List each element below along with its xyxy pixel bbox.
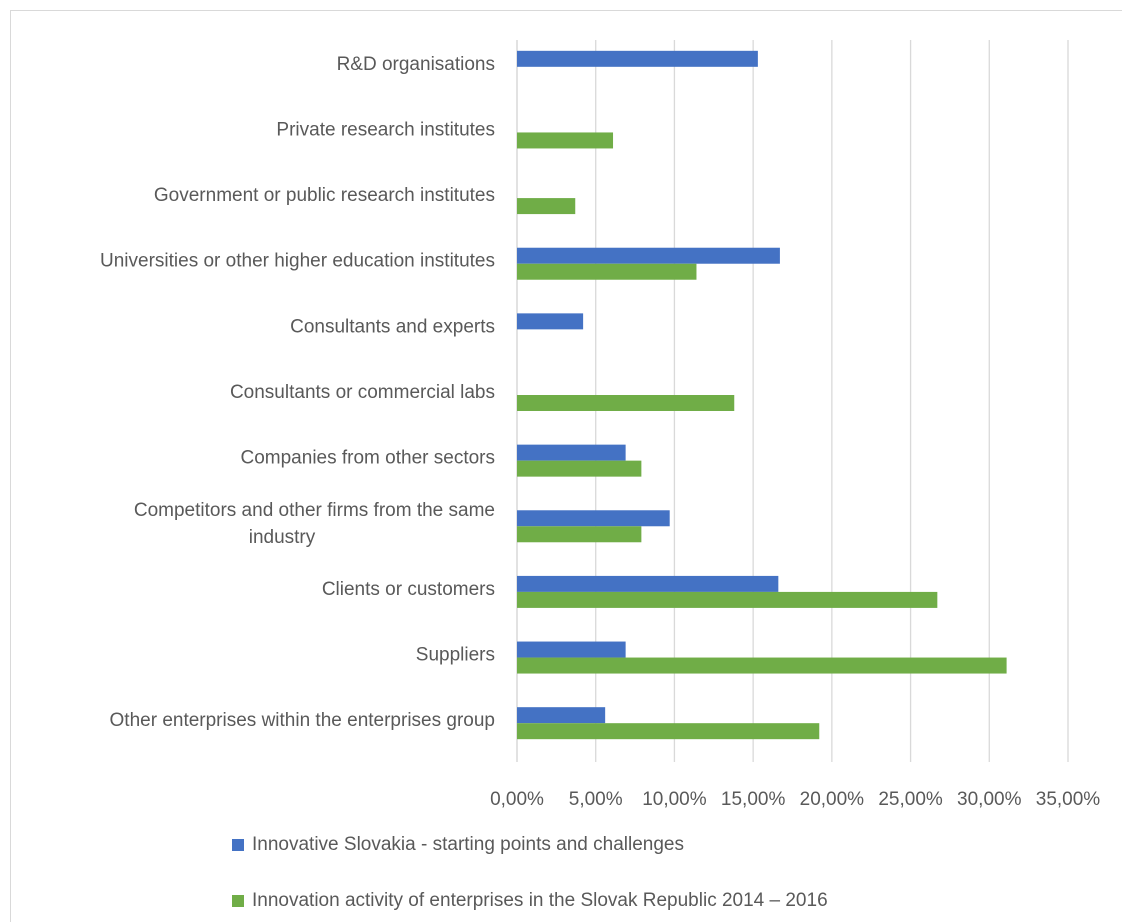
bar-series-2 <box>517 263 697 280</box>
bar-series-2 <box>517 198 576 215</box>
x-tick-label: 35,00% <box>1036 789 1101 810</box>
bar-series-2 <box>517 723 820 740</box>
x-tick-label: 30,00% <box>957 789 1022 810</box>
bar-series-1 <box>517 575 779 592</box>
bar-series-2 <box>517 657 1007 674</box>
bar-series-2 <box>517 526 642 543</box>
category-label: Competitors and other firms from the sam… <box>134 500 495 521</box>
chart-area <box>10 10 1122 922</box>
x-tick-label: 25,00% <box>878 789 943 810</box>
category-label: R&D organisations <box>337 54 495 75</box>
category-label: industry <box>249 527 316 548</box>
category-label: Suppliers <box>416 645 495 666</box>
x-tick-label: 0,00% <box>490 789 544 810</box>
legend-label-series-2: Innovation activity of enterprises in th… <box>252 890 828 911</box>
category-label: Consultants and experts <box>290 316 495 337</box>
legend-item-series-2: Innovation activity of enterprises in th… <box>232 886 828 916</box>
bar-series-1 <box>517 50 758 67</box>
category-label: Consultants or commercial labs <box>230 382 495 403</box>
category-label: Government or public research institutes <box>154 185 495 206</box>
bar-series-1 <box>517 510 670 527</box>
x-tick-label: 10,00% <box>642 789 707 810</box>
bars <box>517 50 1007 740</box>
x-tick-label: 15,00% <box>721 789 786 810</box>
bar-series-1 <box>517 707 606 724</box>
x-tick-label: 5,00% <box>569 789 623 810</box>
bar-series-2 <box>517 132 614 149</box>
category-labels: R&D organisations Private research instit… <box>100 54 495 731</box>
category-label: Other enterprises within the enterprises… <box>110 710 495 731</box>
legend-swatch-series-1 <box>232 839 244 851</box>
bar-series-2 <box>517 460 642 477</box>
x-axis-tick-labels: 0,00% 5,00% 10,00% 15,00% 20,00% 25,00% 30,00%… <box>490 789 1100 810</box>
legend-item-series-1: Innovative Slovakia - starting points an… <box>232 830 828 860</box>
category-label: Private research institutes <box>276 119 495 140</box>
bar-series-1 <box>517 641 626 658</box>
bar-series-1 <box>517 247 780 264</box>
x-tick-label: 20,00% <box>800 789 865 810</box>
bar-series-2 <box>517 591 938 608</box>
bar-series-1 <box>517 444 626 461</box>
legend-label-series-1: Innovative Slovakia - starting points an… <box>252 834 684 855</box>
bar-series-2 <box>517 395 735 411</box>
category-label: Universities or other higher education i… <box>100 251 495 272</box>
category-label: Clients or customers <box>322 579 495 600</box>
bar-series-1 <box>517 313 584 330</box>
category-label: Companies from other sectors <box>241 448 496 469</box>
legend-swatch-series-2 <box>232 895 244 907</box>
legend: Innovative Slovakia - starting points an… <box>232 830 828 923</box>
